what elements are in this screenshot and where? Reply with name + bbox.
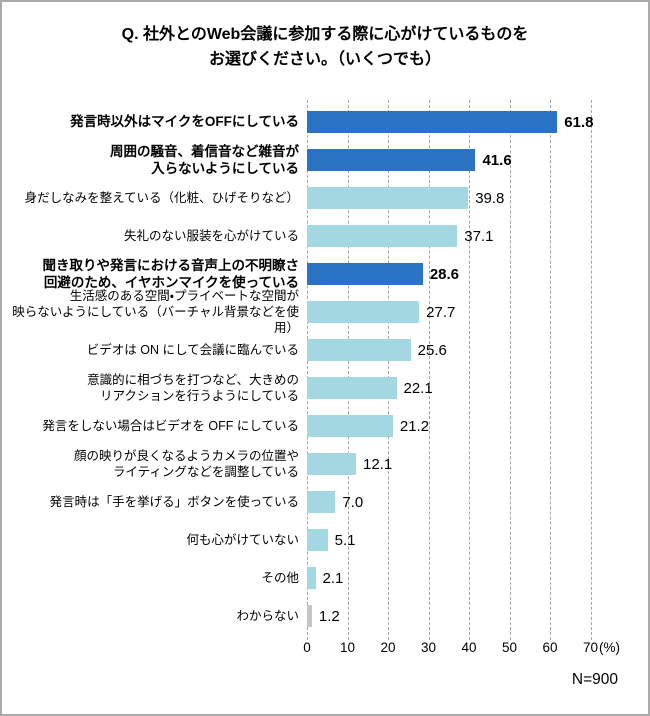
bar-track: 25.6 [307,331,648,369]
bar-label: 顔の映りが良くなるようカメラの位置や ライティングなどを調整している [73,449,299,479]
bar-row: ビデオは ON にして会議に臨んでいる 25.6 [2,331,648,369]
value-label: 7.0 [342,493,364,511]
bar-label: 発言をしない場合はビデオを OFF にしている [42,419,299,433]
gridline [469,100,470,640]
bar-track: 37.1 [307,217,648,255]
bar-label: 生活感のある空間・プライベートな空間が 映らないようにしている（バーチャル背景など… [12,289,299,335]
gridline [509,100,511,640]
bar-label: 発言時以外はマイクをOFFにしている [70,114,299,130]
value-label: 61.8 [564,113,594,131]
bar-row: 身だしなみを整えている（化粧、ひげそりなど） 39.8 [2,179,648,217]
value-label: 37.1 [464,227,494,245]
bar-track: 12.1 [307,445,648,483]
bar [307,605,312,627]
bar [307,111,558,133]
bar-track: 27.7 [307,293,648,331]
bar-label: ビデオは ON にして会議に臨んでいる [86,343,299,357]
gridlines [307,100,592,640]
bar-track: 21.2 [307,407,648,445]
chart-title-line-1: Q. 社外とのWeb会議に参加する際に心がけているものを [121,26,529,43]
gridline [550,100,551,640]
x-tick-label: 70 [582,640,599,655]
bar-row: 意識的に相づちを打つなど、大きめの リアクションを行うようにしている 22.1 [2,369,648,407]
x-tick-label: 60 [542,640,558,655]
bar [307,263,423,285]
value-label: 5.1 [334,531,356,549]
bar-track: 7.0 [307,483,648,521]
bar-track: 39.8 [307,179,648,217]
value-label: 2.1 [322,569,344,587]
value-label: 27.7 [426,303,456,321]
value-label: 22.1 [403,379,433,397]
bar [307,415,393,437]
bar-track: 22.1 [307,369,648,407]
bar-track: 1.2 [307,597,648,635]
bar [307,529,328,551]
bar [307,225,458,247]
value-label: 41.6 [482,151,512,169]
bar-label: 意識的に相づちを打つなど、大きめの リアクションを行うようにしている [87,373,299,403]
bar-row: 何も心がけていない 5.1 [2,521,648,559]
bar [307,339,411,361]
bar-label: 失礼のない服装を心がけている [123,229,299,243]
x-tick-label: 50 [501,640,518,655]
bar-label: 聞き取りや発言における音声上の不明瞭さ 回避のため、イヤホンマイクを使っている [42,257,300,290]
bar [307,301,420,323]
x-tick-label: 10 [339,640,356,655]
bar [307,453,356,475]
chart-title: Q. 社外とのWeb会議に参加する際に心がけているものを お選びください。（いく… [2,2,648,72]
x-tick-label: 40 [461,640,477,655]
sample-size-label: N=900 [571,671,618,688]
bar-track: 28.6 [307,255,648,293]
bar [307,567,316,589]
bar [307,187,469,209]
bar-label: わからない [236,609,299,623]
value-label: 1.2 [318,607,340,625]
bar-label: 身だしなみを整えている（化粧、ひげそりなど） [24,191,299,205]
value-label: 21.2 [399,417,430,435]
gridline [428,100,430,640]
bar-track: 5.1 [307,521,648,559]
value-label: 39.8 [475,189,505,207]
bar-row: 発言をしない場合はビデオを OFF にしている 21.2 [2,407,648,445]
gridline [307,100,308,640]
gridline [388,100,389,640]
bar-label: その他 [261,571,299,585]
bar-row: その他 2.1 [2,559,648,597]
bar-label: 発言時は「手を挙げる」ボタンを使っている [49,495,299,509]
x-tick-label: 20 [380,640,396,655]
bar [307,377,397,399]
bar-row: わからない 1.2 [2,597,648,635]
value-label: 12.1 [363,455,393,473]
value-label: 25.6 [417,341,447,359]
bar-track: 61.8 [307,103,648,141]
bar-row: 周囲の騒音、着信音など雑音が 入らないようにしている 41.6 [2,141,648,179]
bar-track: 2.1 [307,559,648,597]
chart-title-line-2: お選びください。（いくつでも） [208,51,441,68]
bar-row: 失礼のない服装を心がけている 37.1 [2,217,648,255]
bar-row: 聞き取りや発言における音声上の不明瞭さ 回避のため、イヤホンマイクを使っている 28… [2,255,648,293]
bar-label: 何も心がけていない [186,533,299,547]
bar-row: 発言時は「手を挙げる」ボタンを使っている 7.0 [2,483,648,521]
bar [307,491,336,513]
bar-row: 生活感のある空間・プライベートな空間が 映らないようにしている（バーチャル背景など… [2,289,648,335]
x-tick-label: 0 [303,640,311,655]
bar-track: 41.6 [307,141,648,179]
gridline [590,100,592,640]
gridline [347,100,349,640]
x-axis-unit-label: (%) [599,640,620,655]
value-label: 28.6 [429,265,460,283]
bar-rows: 発言時以外はマイクをOFFにしている 61.8 周囲の騒音、着信音など雑音が 入らない… [2,103,648,635]
bar-label: 周囲の騒音、着信音など雑音が 入らないようにしている [110,143,299,176]
bar [307,149,476,171]
bar-row: 顔の映りが良くなるようカメラの位置や ライティングなどを調整している 12.1 [2,445,648,483]
x-axis: (%) 0 10 20 30 40 50 60 70 [2,640,648,662]
x-tick-label: 30 [420,640,437,655]
bar-chart: 発言時以外はマイクをOFFにしている 61.8 周囲の騒音、着信音など雑音が 入らない… [2,100,648,662]
bar-row: 発言時以外はマイクをOFFにしている 61.8 [2,103,648,141]
